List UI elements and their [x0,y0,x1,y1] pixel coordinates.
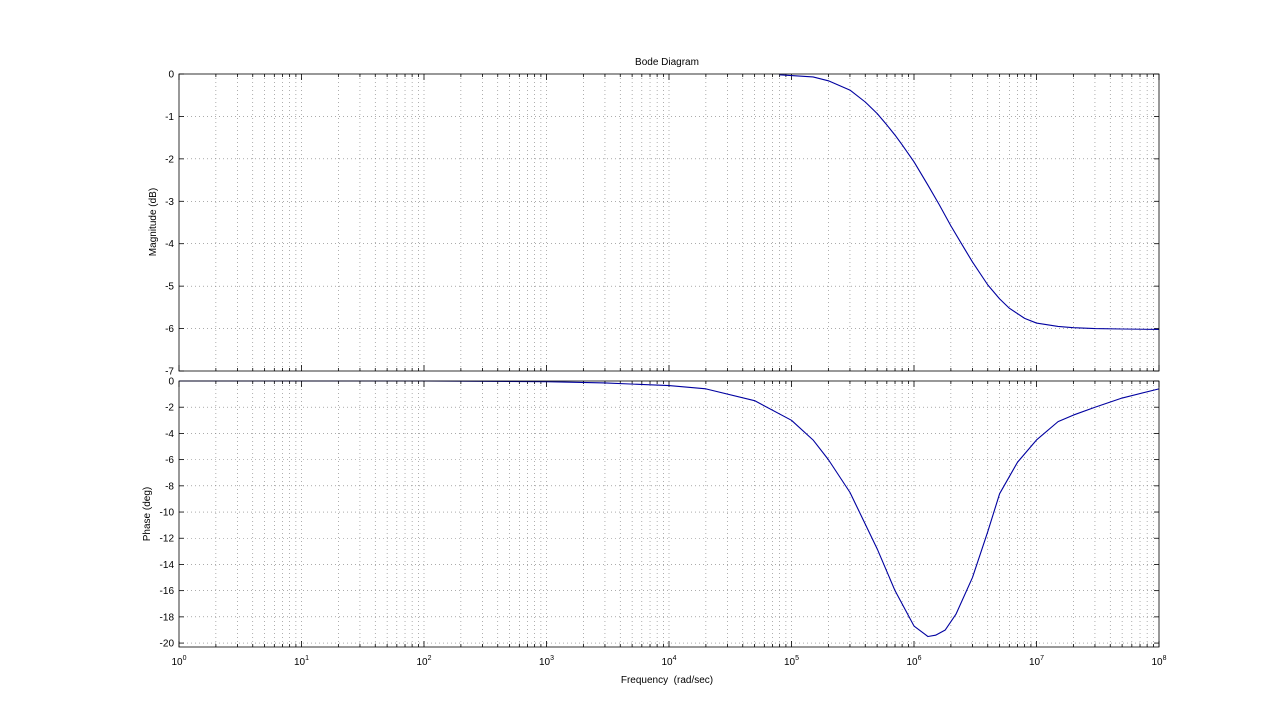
y-tick-label: -20 [160,639,175,650]
axes-border [178,73,1160,372]
y-tick-label: 0 [168,377,174,388]
magnitude-axis-label: Magnitude (dB) [148,188,159,256]
phase-axis-label: Phase (deg) [142,487,153,541]
y-tick-label: -14 [160,560,175,571]
y-tick-label: -8 [165,481,174,492]
series-line [779,74,1160,330]
y-tick-label: -6 [165,455,174,466]
x-tick-label: 106 [906,655,921,668]
x-tick-label: 102 [416,655,431,668]
y-tick-label: -3 [165,197,174,208]
y-tick-label: -5 [165,282,174,293]
y-tick-label: -4 [165,239,174,250]
y-tick-label: -10 [160,508,175,519]
x-tick-label: 103 [539,655,554,668]
x-tick-label: 104 [661,655,676,668]
x-tick-label: 101 [294,655,309,668]
y-tick-label: -7 [165,367,174,378]
y-tick-label: -4 [165,429,174,440]
y-tick-label: -18 [160,612,175,623]
x-tick-label: 105 [784,655,799,668]
axes-border [178,380,1160,648]
series-line [179,380,1160,638]
x-tick-label: 100 [171,655,186,668]
x-tick-label: 107 [1029,655,1044,668]
y-tick-label: -2 [165,154,174,165]
y-tick-label: -12 [160,534,175,545]
chart-title: Bode Diagram [635,57,699,68]
y-tick-label: -1 [165,112,174,123]
frequency-axis-label: Frequency (rad/sec) [621,675,713,686]
magnitude-panel: 0 -1 -2 -3 -4 -5 -6 -7 [165,70,1160,378]
y-tick-label: -2 [165,403,174,414]
x-tick-label: 108 [1151,655,1166,668]
y-tick-label: -6 [165,324,174,335]
phase-panel: 0 -2 -4 -6 -8 -10 -12 -14 -16 -18 -20 100 101 102 103 1… [160,377,1167,669]
y-tick-label: 0 [168,70,174,81]
y-tick-label: -16 [160,586,175,597]
